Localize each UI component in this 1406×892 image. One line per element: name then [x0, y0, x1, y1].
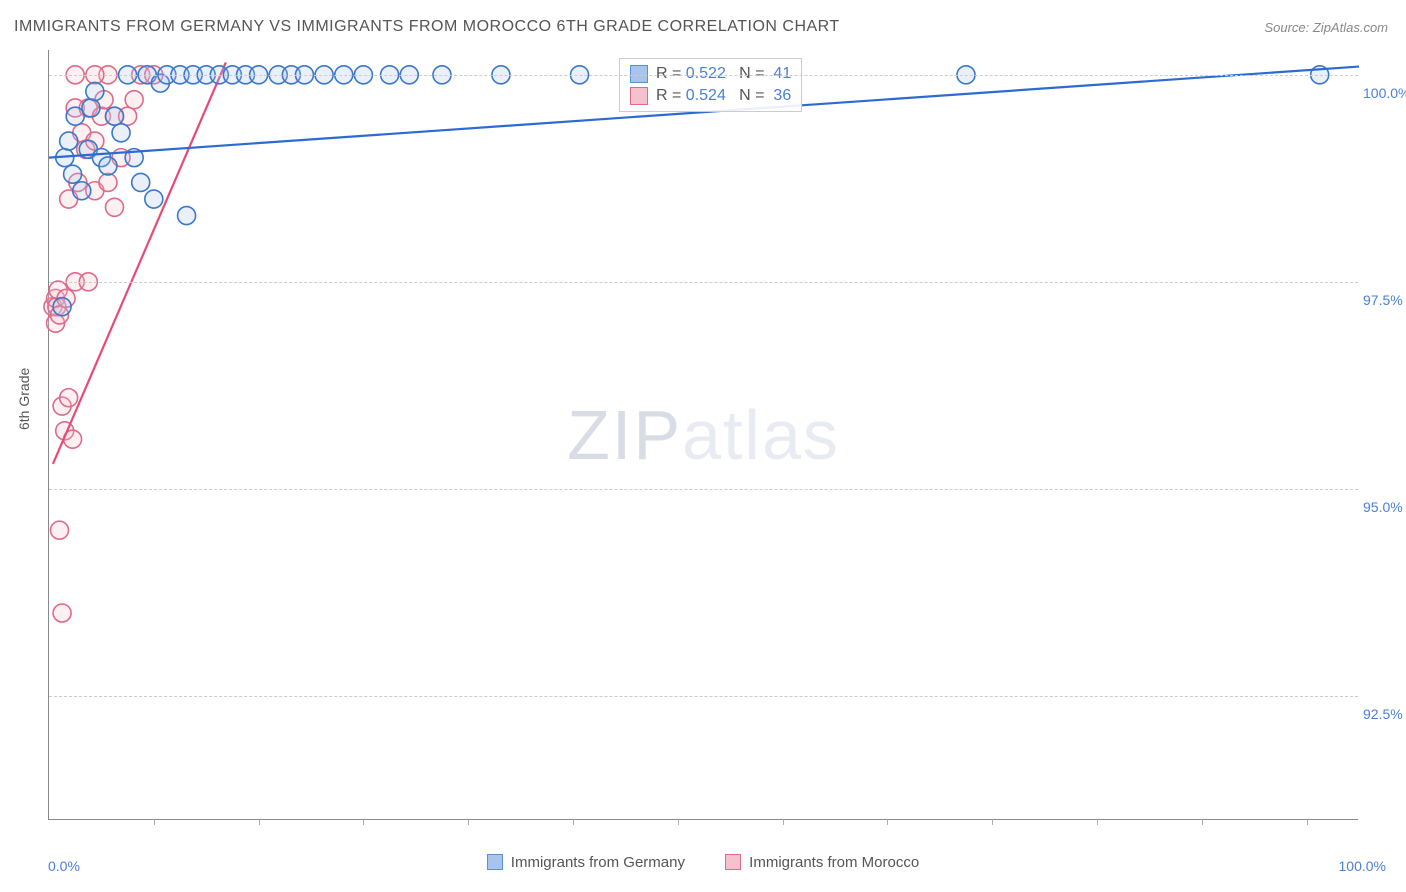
chart-svg	[49, 50, 1358, 819]
plot-area: ZIPatlas R = 0.522 N = 41R = 0.524 N = 3…	[48, 50, 1358, 820]
stats-row: R = 0.524 N = 36	[630, 85, 791, 107]
x-tick	[1307, 819, 1308, 825]
x-tick	[992, 819, 993, 825]
y-tick-label: 95.0%	[1363, 499, 1406, 515]
gridline-h	[49, 489, 1358, 490]
x-tick	[678, 819, 679, 825]
y-axis-label: 6th Grade	[16, 368, 32, 430]
legend-item-germany: Immigrants from Germany	[487, 854, 685, 871]
stats-box: R = 0.522 N = 41R = 0.524 N = 36	[619, 58, 802, 112]
gridline-h	[49, 282, 1358, 283]
stats-swatch	[630, 87, 648, 105]
x-tick	[573, 819, 574, 825]
source-label: Source: ZipAtlas.com	[1264, 20, 1388, 35]
x-tick	[1202, 819, 1203, 825]
x-tick	[468, 819, 469, 825]
y-tick-label: 97.5%	[1363, 292, 1406, 308]
x-tick	[1097, 819, 1098, 825]
y-tick-label: 100.0%	[1363, 85, 1406, 101]
chart-title: IMMIGRANTS FROM GERMANY VS IMMIGRANTS FR…	[14, 18, 840, 36]
legend-item-morocco: Immigrants from Morocco	[725, 854, 919, 871]
x-tick	[887, 819, 888, 825]
y-tick-label: 92.5%	[1363, 706, 1406, 722]
bottom-legend: Immigrants from Germany Immigrants from …	[0, 854, 1406, 875]
x-tick	[783, 819, 784, 825]
legend-label-morocco: Immigrants from Morocco	[749, 854, 919, 871]
gridline-h	[49, 696, 1358, 697]
x-tick	[259, 819, 260, 825]
x-tick	[363, 819, 364, 825]
legend-swatch-morocco	[725, 854, 741, 870]
stats-text: R = 0.524 N = 36	[656, 87, 791, 105]
legend-swatch-germany	[487, 854, 503, 870]
x-tick	[154, 819, 155, 825]
gridline-h	[49, 75, 1358, 76]
legend-label-germany: Immigrants from Germany	[511, 854, 685, 871]
